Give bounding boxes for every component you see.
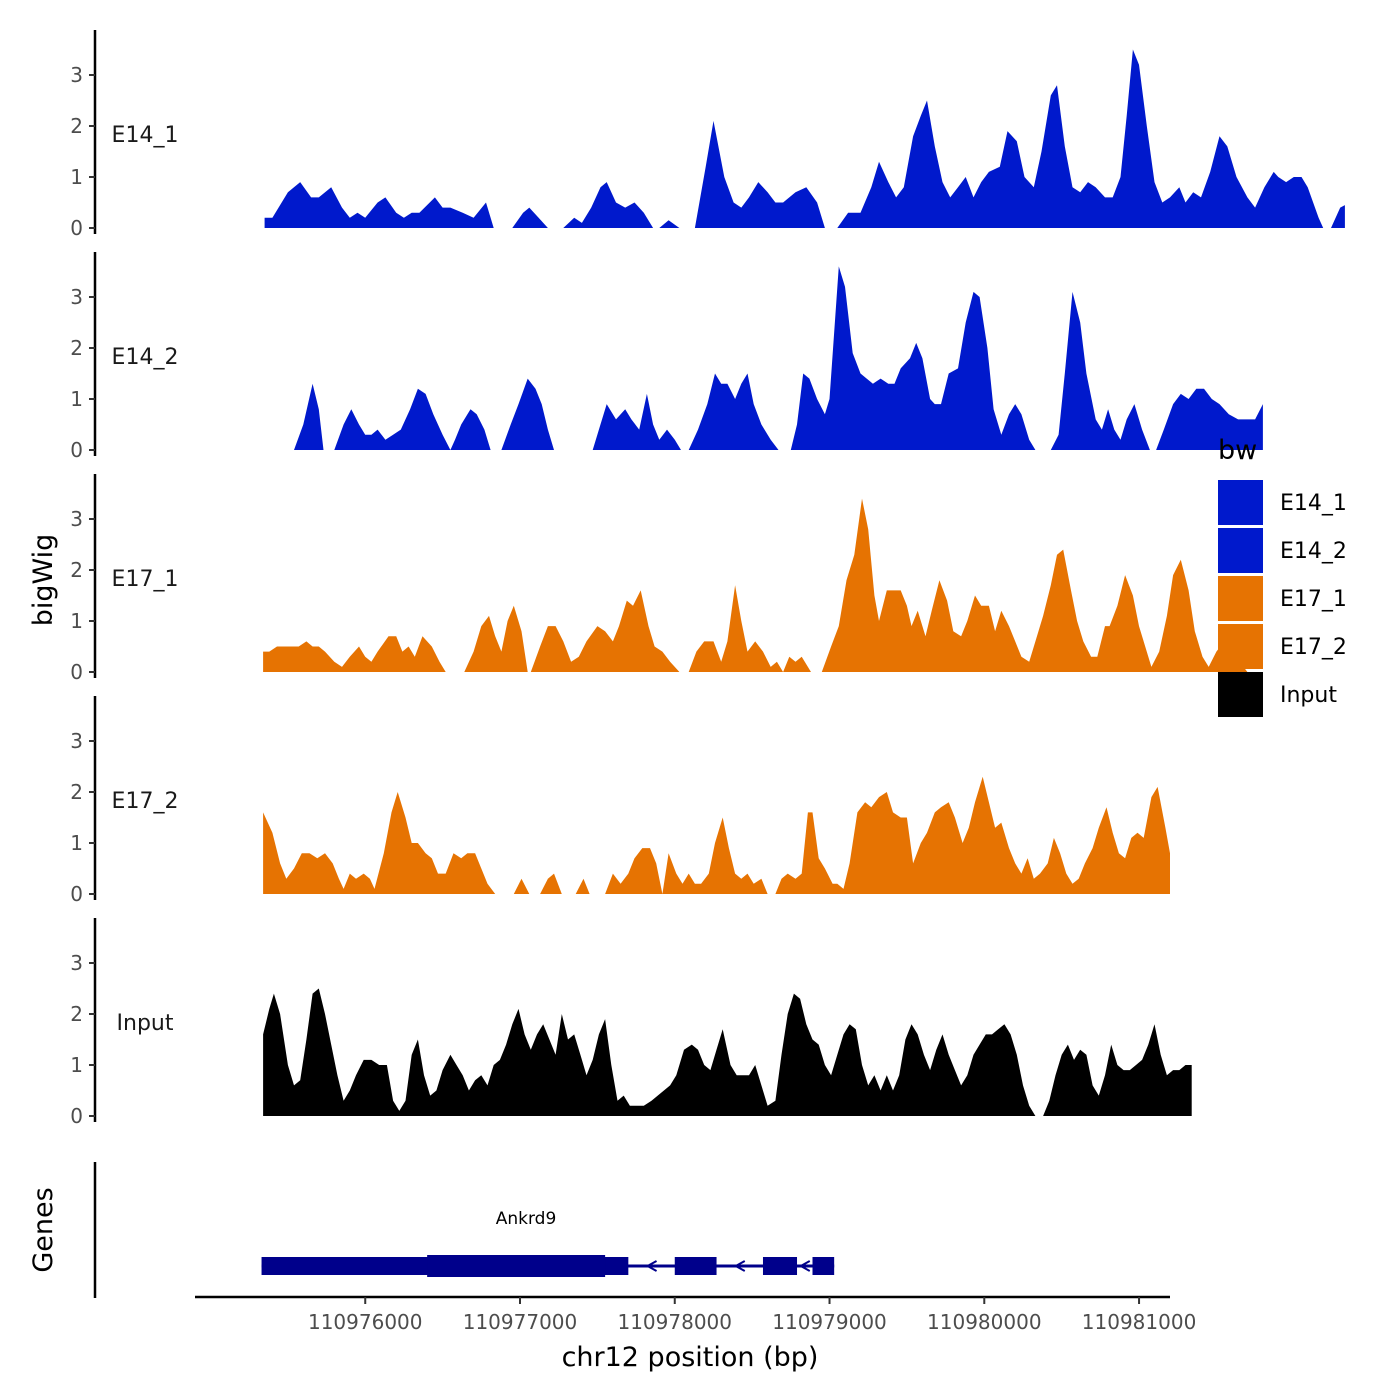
x-axis-title: chr12 position (bp) [562, 1342, 819, 1373]
series-area-e17_1 [688, 585, 811, 672]
x-tick-label: 110981000 [1082, 1310, 1197, 1334]
gene-track: Ankrd9 [93, 1162, 835, 1298]
y-tick-label: 0 [70, 660, 83, 684]
track-label: Input [117, 1011, 174, 1036]
legend-label: E17_2 [1280, 635, 1347, 660]
x-tick-label: 110980000 [927, 1310, 1042, 1334]
y-tick-label: 2 [70, 336, 83, 360]
series-area-e17_1 [263, 636, 446, 672]
series-area-e17_2 [575, 878, 590, 894]
x-tick-label: 110978000 [617, 1310, 732, 1334]
track-label: E14_1 [112, 123, 179, 148]
y-tick-label: 0 [70, 1104, 83, 1128]
series-area-e14_2 [688, 373, 779, 450]
series-area-e14_1 [694, 120, 825, 228]
legend-item: E14_1 [1218, 480, 1347, 525]
series-area-e17_2 [775, 776, 1170, 894]
track-label: E17_2 [112, 789, 179, 814]
y-tick-label: 1 [70, 387, 83, 411]
series-area-e17_1 [530, 590, 680, 672]
strand-arrow [798, 1260, 811, 1272]
series-area-e14_2 [294, 383, 324, 450]
strand-arrow [733, 1260, 746, 1272]
legend-title: bw [1218, 435, 1257, 466]
legend-swatch [1218, 528, 1263, 573]
gene-exon-thick [427, 1255, 606, 1277]
y-tick-label: 2 [70, 558, 83, 582]
series-area-e14_2 [334, 388, 491, 450]
gene-exon [762, 1257, 798, 1275]
legend-item: E17_1 [1218, 576, 1347, 621]
series-area-e17_2 [605, 817, 768, 894]
y-tick-label: 2 [70, 1002, 83, 1026]
y-tick-label: 0 [70, 216, 83, 240]
legend: bw E14_1 E14_2 E17_1 E17_2 Input [1218, 435, 1347, 717]
series-area-e17_2 [513, 878, 530, 894]
track-e17_1: 0 1 2 3 E17_1 [70, 474, 1248, 684]
series-area-e14_1 [837, 49, 1324, 228]
legend-label: E17_1 [1280, 587, 1347, 612]
legend-swatch [1218, 480, 1263, 525]
y-tick-label: 2 [70, 114, 83, 138]
series-area-e14_2 [501, 378, 554, 450]
y-tick-label: 0 [70, 438, 83, 462]
gene-exon [674, 1257, 717, 1275]
series-area-e17_1 [464, 605, 528, 672]
genes-axis-title: Genes [28, 1187, 59, 1272]
series-area-e14_2 [592, 393, 681, 450]
y-tick-label: 1 [70, 831, 83, 855]
y-tick-label: 2 [70, 780, 83, 804]
x-tick-label: 110976000 [308, 1310, 423, 1334]
series-area-input [1043, 1024, 1192, 1116]
track-label: E17_1 [112, 567, 179, 592]
track-input: 0 1 2 3 Input [70, 918, 1192, 1128]
y-tick-label: 0 [70, 882, 83, 906]
x-axis: 110976000 110977000 110978000 110979000 1109… [195, 1295, 1197, 1334]
gene-exon [812, 1257, 835, 1275]
legend-swatch [1218, 576, 1263, 621]
series-area-e14_2 [1050, 291, 1150, 450]
strand-arrow [645, 1260, 658, 1272]
legend-label: E14_2 [1280, 539, 1347, 564]
y-tick-label: 3 [70, 285, 83, 309]
gene-label: Ankrd9 [496, 1209, 557, 1229]
x-tick-label: 110979000 [772, 1310, 887, 1334]
y-tick-label: 3 [70, 729, 83, 753]
legend-label: Input [1280, 683, 1337, 708]
y-tick-label: 1 [70, 165, 83, 189]
series-area-e14_2 [790, 266, 1036, 450]
y-axis-title: bigWig [28, 534, 59, 627]
series-area-e17_1 [821, 498, 1248, 672]
y-tick-label: 3 [70, 951, 83, 975]
series-area-e14_2 [1156, 388, 1263, 450]
track-e14_2: 0 1 2 3 E14_2 [70, 252, 1263, 462]
series-area-input [263, 988, 1036, 1116]
track-e17_2: 0 1 2 3 E17_2 [70, 696, 1170, 906]
series-area-e17_2 [540, 873, 562, 894]
series-area-e14_1 [659, 220, 680, 228]
track-panels: 0 1 2 3 E14_1 0 1 2 3 E14_2 0 1 2 3 E17_1 0 1 2 3 E17_2 0 1 2 3… [70, 30, 1345, 1128]
legend-swatch [1218, 672, 1263, 717]
series-area-e17_2 [263, 792, 496, 894]
y-tick-label: 3 [70, 507, 83, 531]
series-area-e14_1 [563, 182, 654, 228]
y-tick-label: 3 [70, 63, 83, 87]
legend-item: E17_2 [1218, 624, 1347, 669]
series-area-e14_1 [512, 207, 548, 228]
track-label: E14_2 [112, 345, 179, 370]
legend-item: E14_2 [1218, 528, 1347, 573]
y-tick-label: 1 [70, 609, 83, 633]
track-e14_1: 0 1 2 3 E14_1 [70, 30, 1345, 240]
x-tick-label: 110977000 [463, 1310, 578, 1334]
y-tick-label: 1 [70, 1053, 83, 1077]
legend-item: Input [1218, 672, 1337, 717]
series-area-e14_1 [264, 182, 494, 228]
legend-label: E14_1 [1280, 491, 1347, 516]
series-area-e14_1 [1331, 205, 1345, 228]
legend-swatch [1218, 624, 1263, 669]
